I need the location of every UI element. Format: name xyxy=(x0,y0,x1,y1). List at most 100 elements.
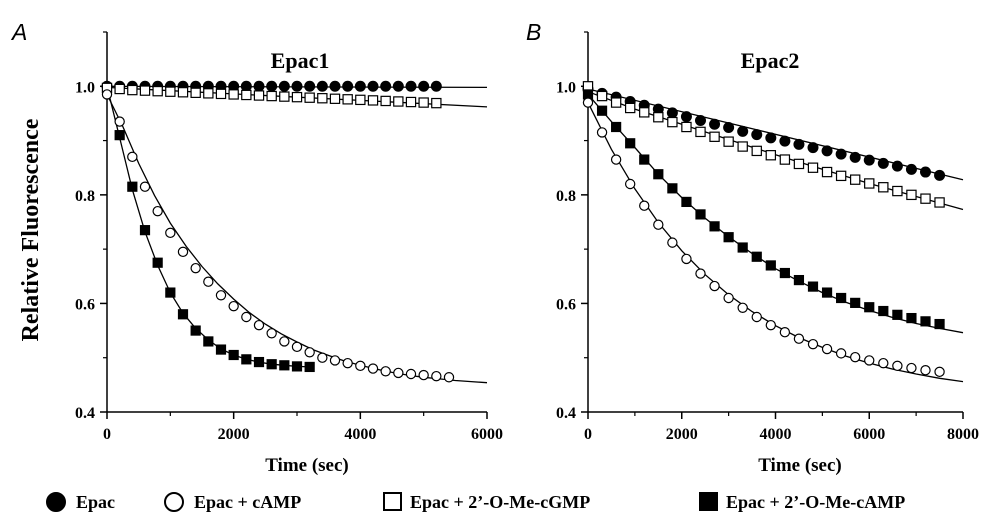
panel-a-point-epac-2-o-me-cgmp xyxy=(266,90,277,102)
panel-a-point-epac-2-o-me-cgmp xyxy=(215,88,227,100)
panel-b-point-epac xyxy=(751,129,763,141)
panel-b: B Epac2 0 2000 4000 6000 8000 0.4 0.6 0.8 1.0 Ti… xyxy=(526,19,979,476)
panel-b-y-tick-label: 0.6 xyxy=(556,296,576,313)
panel-b-point-epac xyxy=(723,122,735,134)
panel-a-fit-line xyxy=(106,94,488,384)
panel-b-point-epac-2-o-me-cgmp xyxy=(821,166,833,178)
panel-b-point-epac-2-o-me-cgmp xyxy=(667,116,678,128)
panel-a-point-epac-2-o-me-cgmp xyxy=(253,90,265,101)
panel-b-point-epac-camp xyxy=(681,253,692,265)
panel-b-title: Epac2 xyxy=(741,48,800,73)
panel-b-point-epac-2-o-me-camp xyxy=(667,183,678,194)
panel-b-point-epac-camp xyxy=(934,366,945,378)
panel-b-point-epac-2-o-me-cgmp xyxy=(906,189,917,201)
panel-a-point-epac-2-o-me-camp xyxy=(114,130,125,141)
panel-a-point-epac xyxy=(266,80,278,92)
panel-b-point-epac-2-o-me-camp xyxy=(709,221,720,232)
panel-a-point-epac-camp xyxy=(342,357,353,369)
panel-b-point-epac-2-o-me-cgmp xyxy=(624,102,636,114)
panel-a-y-tick-label: 0.4 xyxy=(75,405,95,422)
panel-b-point-epac-2-o-me-cgmp xyxy=(892,185,903,197)
panel-b-point-epac xyxy=(849,151,861,163)
legend-marker-open-square xyxy=(383,492,402,511)
panel-b-point-epac-2-o-me-camp xyxy=(737,242,748,253)
panel-b-point-epac xyxy=(891,160,903,172)
panel-b-point-epac-camp xyxy=(878,357,889,369)
panel-a-point-epac-camp xyxy=(228,300,239,312)
panel-b-point-epac-2-o-me-cgmp xyxy=(639,107,650,118)
panel-b-point-epac-camp xyxy=(920,365,931,376)
panel-a-point-epac-camp xyxy=(241,311,252,323)
panel-a-point-epac-2-o-me-cgmp xyxy=(342,94,353,105)
panel-b-point-epac xyxy=(737,125,749,137)
panel-b-point-epac xyxy=(821,145,833,157)
panel-a-point-epac-2-o-me-cgmp xyxy=(431,97,442,109)
panel-b-point-epac-camp xyxy=(751,311,762,323)
panel-b-point-epac xyxy=(905,163,917,175)
panel-b-point-epac-2-o-me-camp xyxy=(723,232,734,243)
panel-b-point-epac-2-o-me-cgmp xyxy=(765,150,777,161)
panel-b-point-epac-2-o-me-camp xyxy=(639,154,650,165)
panel-b-point-epac-camp xyxy=(793,333,805,344)
panel-a-point-epac-camp xyxy=(165,227,176,239)
panel-b-x-tick-label: 8000 xyxy=(947,426,979,443)
panel-b-point-epac-camp xyxy=(624,178,636,190)
panel-a-point-epac-2-o-me-cgmp xyxy=(190,87,201,98)
panel-a-point-epac-camp xyxy=(114,116,125,127)
panel-a-point-epac-camp xyxy=(253,319,265,331)
panel-a-x-tick-label: 0 xyxy=(103,426,111,443)
panel-b-fit-line xyxy=(587,102,964,383)
panel-b-point-epac-2-o-me-camp xyxy=(695,209,706,220)
panel-a-plot: 0 2000 4000 6000 0.4 0.6 0.8 1.0 xyxy=(75,31,503,443)
legend-marker-open-circle xyxy=(164,492,184,512)
panel-b-x-axis-label: Time (sec) xyxy=(758,455,842,476)
panel-b-point-epac xyxy=(863,154,875,166)
panel-a-point-epac xyxy=(367,80,379,92)
panel-a-point-epac-2-o-me-camp xyxy=(203,336,214,347)
panel-a-point-epac-2-o-me-cgmp xyxy=(367,95,379,106)
panel-b-y-tick-label: 0.8 xyxy=(556,188,576,205)
panel-b-y-tick-label: 0.4 xyxy=(556,405,576,422)
panel-a-point-epac-2-o-me-cgmp xyxy=(203,88,214,99)
panel-b-point-epac-2-o-me-camp xyxy=(681,196,692,208)
panel-a-point-epac xyxy=(342,80,354,92)
legend-marker-filled-square xyxy=(699,492,718,511)
panel-a-point-epac-camp xyxy=(380,366,391,377)
panel-a-y-tick-label: 0.6 xyxy=(75,296,95,313)
panel-b-point-epac xyxy=(765,132,777,144)
panel-b-point-epac xyxy=(835,148,847,160)
panel-b-point-epac-camp xyxy=(864,355,875,366)
legend-item: Epac + 2’-O-Me-cAMP xyxy=(699,492,905,512)
panel-a-point-epac xyxy=(380,80,392,92)
panel-b-point-epac-2-o-me-camp xyxy=(596,105,608,116)
panel-b-point-epac-2-o-me-camp xyxy=(779,267,790,279)
panel-b-point-epac-2-o-me-cgmp xyxy=(878,182,889,193)
panel-b-point-epac-2-o-me-cgmp xyxy=(849,174,861,185)
panel-a-point-epac-2-o-me-camp xyxy=(215,344,227,355)
panel-a-point-epac-2-o-me-camp xyxy=(241,354,252,365)
panel-b-point-epac-2-o-me-camp xyxy=(653,169,664,180)
panel-a-point-epac-2-o-me-camp xyxy=(190,325,201,336)
panel-a-point-epac-2-o-me-cgmp xyxy=(139,85,151,96)
panel-b-point-epac-camp xyxy=(639,200,650,211)
panel-a-point-epac-camp xyxy=(190,262,201,274)
panel-a-point-epac-2-o-me-cgmp xyxy=(304,92,315,103)
panel-a-point-epac xyxy=(291,80,303,92)
panel-a-point-epac-2-o-me-cgmp xyxy=(228,89,239,100)
panel-b-point-epac-2-o-me-camp xyxy=(751,251,762,262)
panel-b-point-epac-2-o-me-camp xyxy=(821,287,833,298)
panel-a-fit-line xyxy=(106,86,310,368)
panel-b-point-epac-2-o-me-camp xyxy=(892,309,903,320)
y-axis-label: Relative Fluorescence xyxy=(18,118,44,341)
panel-a-point-epac-2-o-me-cgmp xyxy=(380,95,391,107)
panel-b-point-epac-camp xyxy=(765,319,777,331)
panel-a-point-epac xyxy=(278,80,290,92)
panel-b-point-epac-2-o-me-camp xyxy=(836,292,847,304)
panel-b-point-epac-2-o-me-cgmp xyxy=(934,197,945,208)
panel-b-point-epac-2-o-me-camp xyxy=(906,312,917,324)
legend-marker-filled-circle xyxy=(46,492,66,512)
panel-a-point-epac-camp xyxy=(304,347,315,358)
panel-a-point-epac-camp xyxy=(152,205,163,217)
panel-a-point-epac-camp xyxy=(139,181,151,192)
